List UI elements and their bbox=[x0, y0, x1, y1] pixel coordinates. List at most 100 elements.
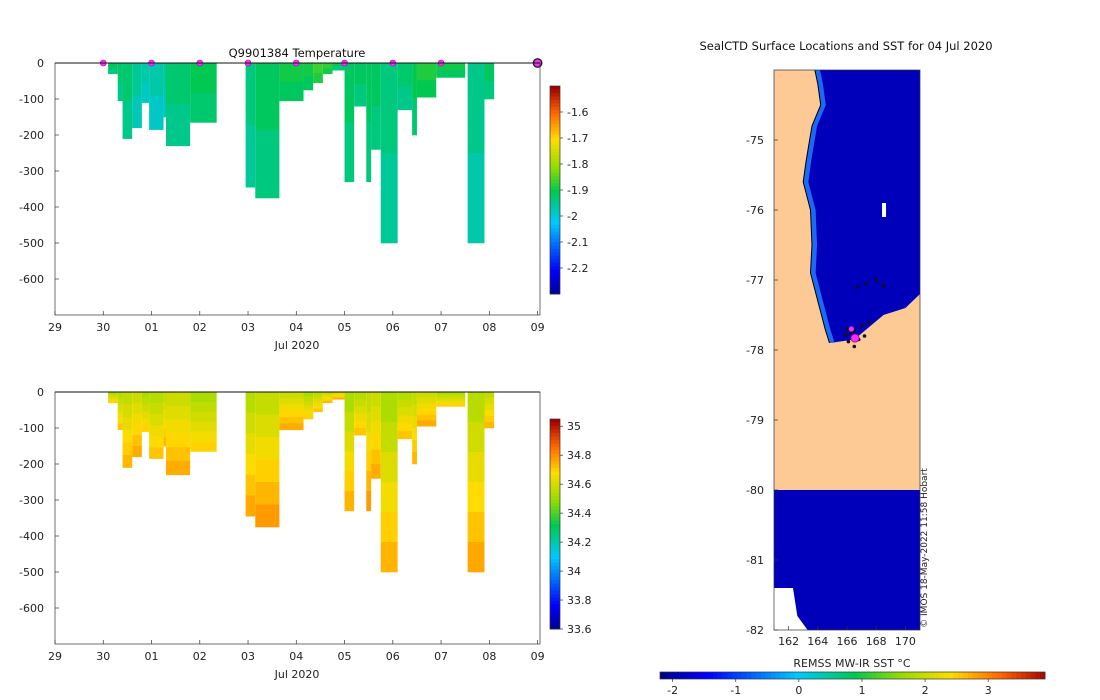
sst-colorbar-swatch bbox=[910, 672, 916, 679]
y-tick-label: -500 bbox=[19, 566, 44, 579]
profile-cell bbox=[165, 63, 191, 78]
sst-colorbar-swatch bbox=[987, 672, 993, 679]
sst-colorbar-swatch bbox=[833, 672, 839, 679]
colorbar-swatch bbox=[550, 587, 560, 591]
profile-cell bbox=[313, 395, 323, 399]
profile-cell bbox=[484, 392, 495, 399]
profile-cell bbox=[279, 63, 304, 70]
map-title: SealCTD Surface Locations and SST for 04… bbox=[699, 39, 992, 53]
profile-cell bbox=[371, 120, 381, 136]
sst-colorbar-swatch bbox=[679, 672, 685, 679]
colorbar-swatch bbox=[550, 138, 560, 142]
profile-cell bbox=[313, 66, 323, 70]
profile-cell bbox=[132, 95, 142, 107]
profile-cell bbox=[313, 408, 323, 413]
profile-cell bbox=[313, 76, 323, 80]
profile-cell bbox=[245, 392, 256, 413]
profile-cell bbox=[371, 63, 381, 78]
profile-cell bbox=[117, 63, 123, 70]
profile-cell bbox=[165, 132, 191, 147]
profile-cell bbox=[322, 64, 333, 67]
profile-cell bbox=[165, 90, 191, 105]
sst-colorbar-swatch bbox=[915, 672, 921, 679]
sst-colorbar-swatch bbox=[977, 672, 983, 679]
profile-cell bbox=[149, 96, 164, 108]
colorbar-swatch bbox=[550, 531, 560, 535]
profile-cell bbox=[371, 106, 381, 121]
profile-cell bbox=[371, 77, 381, 93]
map-y-tick-label: -80 bbox=[746, 484, 764, 497]
profile-cell bbox=[279, 94, 304, 102]
profile-cell bbox=[416, 403, 437, 410]
profile-cell bbox=[366, 491, 372, 512]
colorbar-swatch bbox=[550, 559, 560, 563]
profile-cell bbox=[354, 392, 367, 400]
profile-cell bbox=[322, 63, 333, 66]
sst-colorbar-swatch bbox=[737, 672, 743, 679]
colorbar-swatch bbox=[550, 176, 560, 180]
sst-colorbar-swatch bbox=[746, 672, 752, 679]
profile-cell bbox=[279, 404, 304, 412]
profile-cell bbox=[366, 63, 372, 84]
colorbar-swatch bbox=[550, 597, 560, 602]
sst-colorbar-swatch bbox=[664, 672, 671, 679]
colorbar-swatch bbox=[550, 196, 560, 201]
colorbar-swatch bbox=[550, 210, 560, 215]
colorbar-swatch bbox=[550, 615, 560, 619]
profile-cell bbox=[108, 72, 118, 75]
profile-cell bbox=[322, 401, 333, 404]
colorbar-swatch bbox=[550, 92, 560, 97]
colorbar-swatch bbox=[550, 89, 560, 94]
profile-cell bbox=[412, 75, 417, 88]
sst-colorbar-swatch bbox=[761, 672, 767, 679]
colorbar-swatch bbox=[550, 538, 560, 542]
profile-cell bbox=[303, 396, 314, 402]
temperature-panel: Q9901384 Temperature 0 -100 -200 -300 -400 -5… bbox=[19, 46, 588, 352]
profile-cell bbox=[303, 63, 314, 68]
profile-cell bbox=[165, 392, 191, 407]
profile-cell bbox=[366, 471, 372, 492]
colorbar-swatch bbox=[550, 207, 560, 212]
profile-cell bbox=[322, 66, 333, 69]
profile-cell bbox=[380, 123, 398, 154]
map-y-tick-label: -77 bbox=[746, 274, 764, 287]
profile-cell bbox=[416, 392, 437, 398]
sst-colorbar-swatch bbox=[1025, 672, 1031, 679]
profile-cell bbox=[484, 416, 495, 423]
profile-cell bbox=[117, 410, 123, 418]
profile-cell bbox=[332, 69, 345, 71]
profile-cell bbox=[255, 414, 280, 438]
x-tick-label: 03 bbox=[241, 650, 255, 663]
colorbar-swatch bbox=[550, 468, 560, 472]
current-seal-position bbox=[850, 333, 860, 343]
temperature-cells bbox=[108, 63, 495, 244]
profile-cell bbox=[484, 422, 495, 429]
profile-cell bbox=[108, 64, 118, 67]
profile-cell bbox=[149, 392, 164, 404]
profile-cell bbox=[313, 401, 323, 406]
profile-cell bbox=[245, 474, 256, 496]
sst-colorbar-swatch bbox=[1001, 672, 1007, 679]
temperature-xlabel: Jul 2020 bbox=[274, 339, 320, 352]
sst-colorbar-swatch bbox=[929, 672, 935, 679]
colorbar-tick-label: 34.8 bbox=[567, 449, 592, 462]
profile-cell bbox=[149, 436, 164, 448]
map-x-tick-label: 162 bbox=[778, 635, 799, 648]
profile-cell bbox=[132, 413, 142, 425]
sst-colorbar-swatch bbox=[1035, 672, 1041, 679]
sst-colorbar: -2 -1 0 1 2 3 bbox=[659, 671, 1046, 697]
profile-cell bbox=[366, 411, 372, 432]
ice-patch bbox=[882, 203, 887, 217]
profile-cell bbox=[416, 397, 437, 404]
profile-cell bbox=[344, 491, 355, 512]
sst-colorbar-swatch bbox=[919, 672, 926, 679]
map-x-tick-label: 168 bbox=[866, 635, 887, 648]
colorbar-swatch bbox=[550, 611, 560, 616]
profile-cell bbox=[354, 420, 367, 429]
y-tick-label: -600 bbox=[19, 602, 44, 615]
profile-cell bbox=[141, 418, 150, 426]
colorbar-swatch bbox=[550, 235, 560, 239]
sst-colorbar-swatch bbox=[1016, 672, 1022, 679]
profile-cell bbox=[344, 451, 355, 472]
